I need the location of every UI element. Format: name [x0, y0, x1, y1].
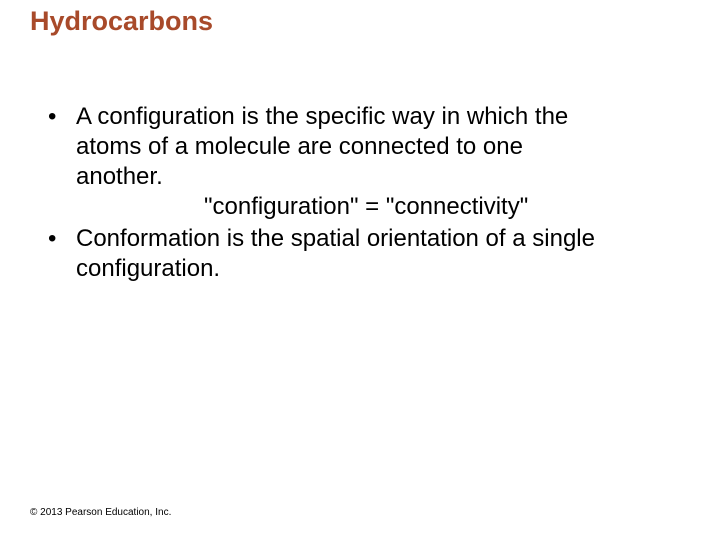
bullet-line: A configuration is the specific way in w…	[76, 103, 568, 130]
bullet-line: another.	[76, 163, 163, 190]
bullet-item: • Conformation is the spatial orientatio…	[42, 224, 680, 284]
slide: Hydrocarbons • A configuration is the sp…	[0, 0, 720, 540]
bullet-line: configuration.	[76, 255, 220, 282]
bullet-line: atoms of a molecule are connected to one	[76, 133, 523, 160]
bullet-text: A configuration is the specific way in w…	[76, 102, 680, 222]
bullet-dot: •	[42, 102, 76, 132]
bullet-line: Conformation is the spatial orientation …	[76, 225, 595, 252]
bullet-subline-centered: "configuration" = "connectivity"	[204, 192, 680, 222]
copyright-text: © 2013 Pearson Education, Inc.	[30, 507, 171, 518]
slide-title: Hydrocarbons	[30, 6, 213, 37]
bullet-dot: •	[42, 224, 76, 254]
bullet-text: Conformation is the spatial orientation …	[76, 224, 680, 284]
bullet-item: • A configuration is the specific way in…	[42, 102, 680, 222]
slide-body: • A configuration is the specific way in…	[42, 102, 680, 286]
